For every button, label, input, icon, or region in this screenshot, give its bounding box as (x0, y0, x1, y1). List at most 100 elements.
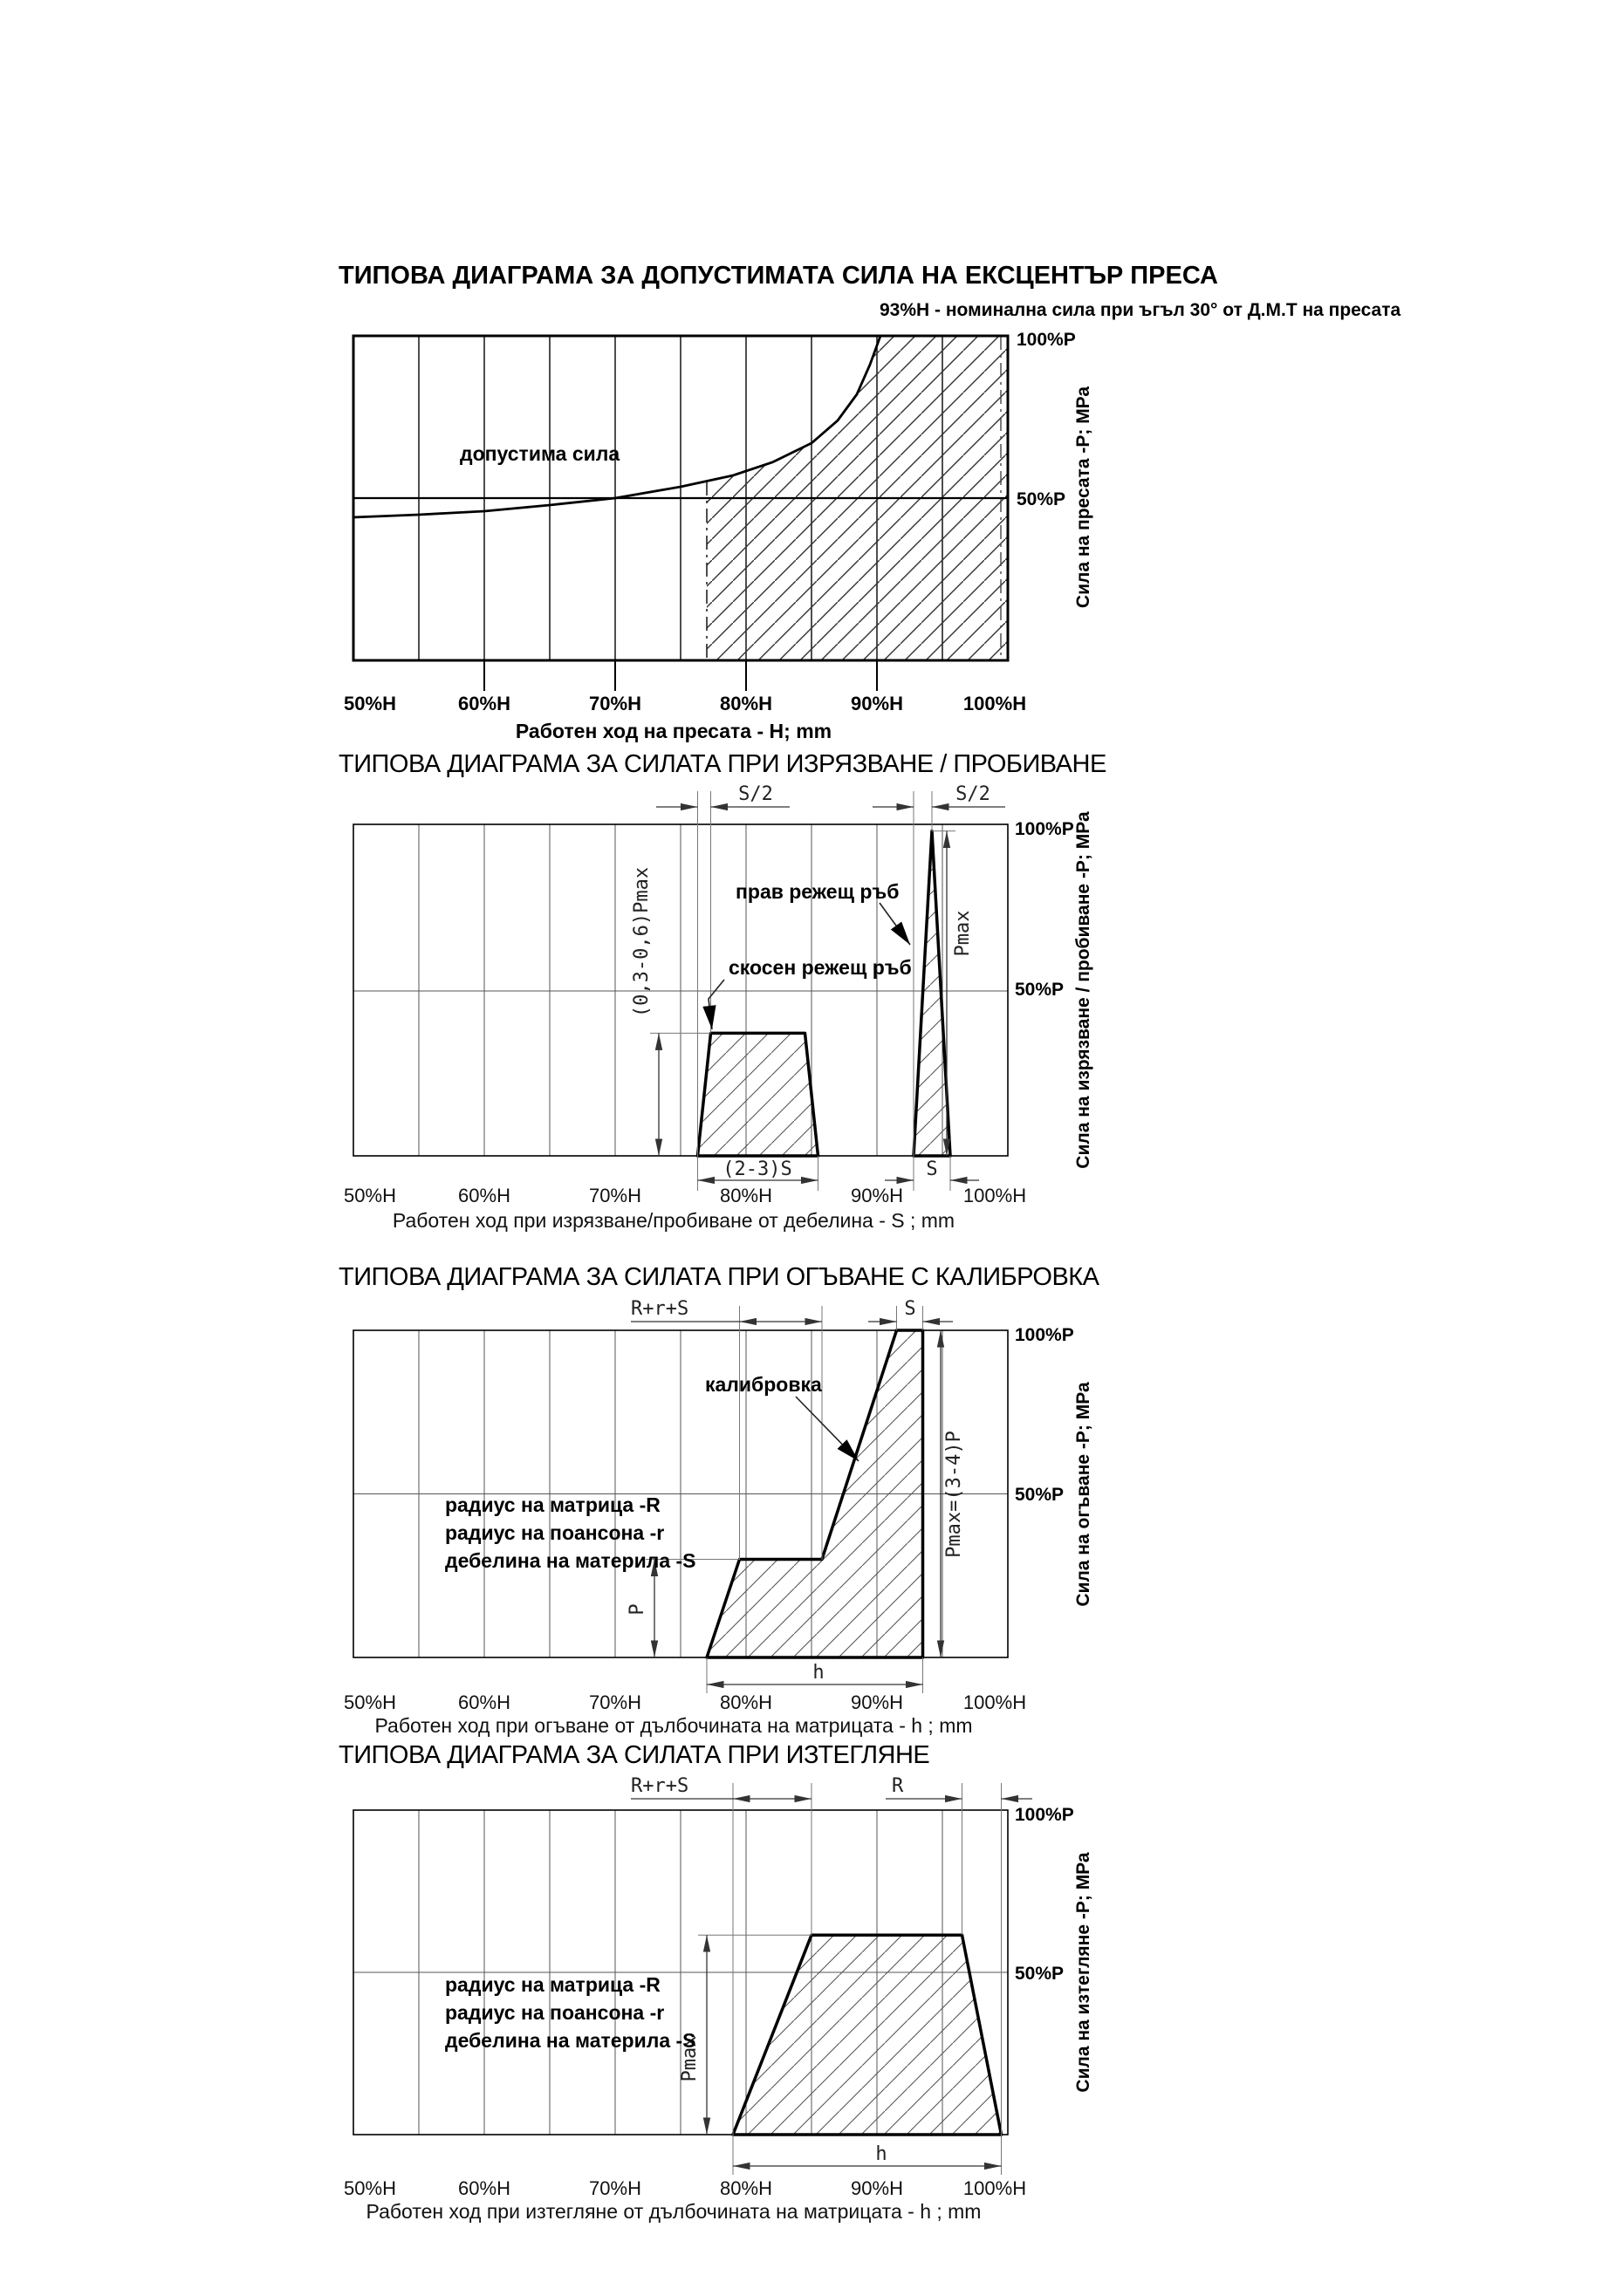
svg-text:50%H: 50%H (344, 2177, 396, 2199)
svg-text:80%H: 80%H (720, 2177, 772, 2199)
chart2-dim-2-3s: (2-3)S (697, 1156, 818, 1191)
chart2-beveled-edge-leader (702, 979, 725, 1030)
chart3-calibration-leader (795, 1396, 859, 1462)
chart1-allowable-force-curve (353, 335, 882, 519)
chart2-50p-label: 50%P (1015, 980, 1064, 1000)
svg-text:Pmax=(3-4)P: Pmax=(3-4)P (943, 1431, 965, 1558)
chart1-y-axis-label: Сила на пресата -P; МРа (1073, 386, 1093, 609)
svg-text:радиус на матрица -R: радиус на матрица -R (445, 1973, 661, 1996)
svg-text:70%H: 70%H (589, 1691, 641, 1713)
chart4-x-axis-label: Работен ход при изтегляне от дълбочината… (366, 2200, 982, 2223)
svg-text:S/2: S/2 (955, 783, 990, 805)
svg-text:R+r+S: R+r+S (631, 1298, 688, 1320)
chart4-dim-rrs: R+r+S (631, 1775, 812, 2135)
chart1-plot-border (352, 334, 1010, 662)
chart1-curve-label: допустима сила (460, 442, 620, 465)
chart2-straight-edge-curve (912, 829, 952, 1158)
chart3-y-axis-label: Сила на огъване -P; МРа (1073, 1382, 1093, 1607)
chart2-dim-s2-right: S/2 (873, 783, 1005, 1156)
svg-text:дебелина на материла -S: дебелина на материла -S (445, 1549, 696, 1572)
svg-text:h: h (875, 2143, 887, 2165)
svg-text:радиус на поансона -r: радиус на поансона -r (445, 2001, 664, 2024)
svg-text:100%H: 100%H (963, 1185, 1026, 1206)
svg-text:Pmax: Pmax (952, 911, 974, 957)
svg-text:S: S (904, 1298, 915, 1320)
svg-text:90%H: 90%H (851, 1185, 903, 1206)
chart4-plot-border (353, 1809, 1009, 2135)
chart2-dim-s: S (885, 1156, 979, 1191)
svg-text:100%H: 100%H (963, 1691, 1026, 1713)
chart1-100p-label: 100%P (1017, 330, 1076, 350)
svg-text:100%H: 100%H (963, 2177, 1026, 2199)
chart2-gridlines (353, 824, 1008, 1156)
svg-text:радиус на поансона -r: радиус на поансона -r (445, 1521, 664, 1544)
drawing-chart: R+r+S R Pmax радиус на матрица -R радиус… (344, 1775, 1093, 2223)
svg-text:(2-3)S: (2-3)S (722, 1158, 791, 1180)
chart3-plot-border (353, 1329, 1009, 1658)
svg-text:Pmax: Pmax (679, 2036, 701, 2082)
svg-text:50%H: 50%H (344, 1185, 396, 1206)
chart1-x-tick-labels: 50%H 60%H 70%H 80%H 90%H 100%H (344, 693, 1026, 714)
chart3-title: ТИПОВА ДИАГРАМА ЗА СИЛАТА ПРИ ОГЪВАНЕ С … (339, 1263, 1099, 1291)
chart2-dim-pmax: Pmax (932, 830, 974, 1156)
chart2-straight-edge-leader (879, 902, 911, 946)
svg-text:дебелина на материла -S: дебелина на материла -S (445, 2029, 696, 2052)
svg-text:80%H: 80%H (720, 1691, 772, 1713)
svg-text:70%H: 70%H (589, 1185, 641, 1206)
svg-text:80%H: 80%H (720, 693, 772, 714)
svg-text:50%H: 50%H (344, 693, 396, 714)
chart3-50p-label: 50%P (1015, 1485, 1064, 1505)
svg-text:S: S (926, 1158, 937, 1180)
svg-text:S/2: S/2 (738, 783, 773, 805)
chart3-x-axis-label: Работен ход при огъване от дълбочината н… (374, 1714, 972, 1737)
chart3-100p-label: 100%P (1015, 1325, 1074, 1345)
svg-text:50%H: 50%H (344, 1691, 396, 1713)
chart1-x-ticks (483, 660, 878, 691)
chart4-dim-h: h (732, 2135, 1002, 2175)
chart3-calibration-label: калибровка (705, 1373, 822, 1396)
chart2-beveled-edge-label: скосен режещ ръб (729, 956, 912, 979)
chart1-subtitle: 93%Н - номинална сила при ъгъл 30° от Д.… (880, 300, 1400, 320)
chart4-50p-label: 50%P (1015, 1964, 1064, 1984)
chart1-50p-label: 50%P (1017, 489, 1065, 509)
chart2-plot-border (353, 823, 1009, 1157)
chart4-y-axis-label: Сила на изтегляне -P; МРа (1073, 1852, 1093, 2093)
svg-text:60%H: 60%H (458, 1691, 510, 1713)
chart4-100p-label: 100%P (1015, 1805, 1074, 1825)
chart3-dim-pmax: Pmax=(3-4)P (936, 1330, 965, 1657)
cutting-punching-chart: S/2 S/2 (0,3-0,6)Pmax Pmax прав режещ ръ… (344, 783, 1093, 1232)
svg-text:h: h (812, 1662, 824, 1684)
chart2-dim-s2-left: S/2 (656, 783, 790, 1156)
chart3-dim-s: S (868, 1298, 953, 1330)
chart3-radius-notes: радиус на матрица -R радиус на поансона … (445, 1493, 696, 1572)
chart4-title: ТИПОВА ДИАГРАМА ЗА СИЛАТА ПРИ ИЗТЕГЛЯНЕ (339, 1741, 930, 1769)
svg-text:90%H: 90%H (851, 2177, 903, 2199)
bending-calibration-chart: R+r+S S калибровка Pmax=(3-4)P P радиус … (344, 1298, 1093, 1737)
svg-text:70%H: 70%H (589, 693, 641, 714)
svg-text:R: R (892, 1775, 904, 1797)
chart2-beveled-edge-curve (695, 1031, 820, 1158)
chart4-dim-r: R (886, 1775, 1032, 2135)
chart1-title: ТИПОВА ДИАГРАМА ЗА ДОПУСТИМАТА СИЛА НА Е… (339, 262, 1219, 290)
chart2-dim-pmax-fraction: (0,3-0,6)Pmax (631, 867, 711, 1156)
chart2-x-tick-labels: 50%H 60%H 70%H 80%H 90%H 100%H (344, 1185, 1026, 1206)
chart2-straight-edge-label: прав режещ ръб (736, 880, 899, 903)
svg-text:60%H: 60%H (458, 693, 510, 714)
chart3-x-tick-labels: 50%H 60%H 70%H 80%H 90%H 100%H (344, 1691, 1026, 1713)
svg-text:60%H: 60%H (458, 1185, 510, 1206)
svg-text:90%H: 90%H (851, 1691, 903, 1713)
chart2-title: ТИПОВА ДИАГРАМА ЗА СИЛАТА ПРИ ИЗРЯЗВАНЕ … (339, 750, 1106, 778)
svg-text:90%H: 90%H (851, 693, 903, 714)
svg-text:80%H: 80%H (720, 1185, 772, 1206)
chart4-drawing-force-curve (731, 1933, 1003, 2136)
svg-text:радиус на матрица -R: радиус на матрица -R (445, 1493, 661, 1516)
svg-text:70%H: 70%H (589, 2177, 641, 2199)
chart1-x-axis-label: Работен ход на пресата - Н; mm (516, 720, 832, 742)
chart2-y-axis-label: Сила на изрязване / пробиване -P; МРа (1073, 811, 1093, 1169)
svg-text:P: P (627, 1603, 648, 1615)
chart3-dim-p: P (627, 1559, 740, 1657)
svg-text:(0,3-0,6)Pmax: (0,3-0,6)Pmax (631, 867, 653, 1017)
chart3-dim-h: h (706, 1657, 923, 1693)
svg-text:R+r+S: R+r+S (631, 1775, 688, 1797)
